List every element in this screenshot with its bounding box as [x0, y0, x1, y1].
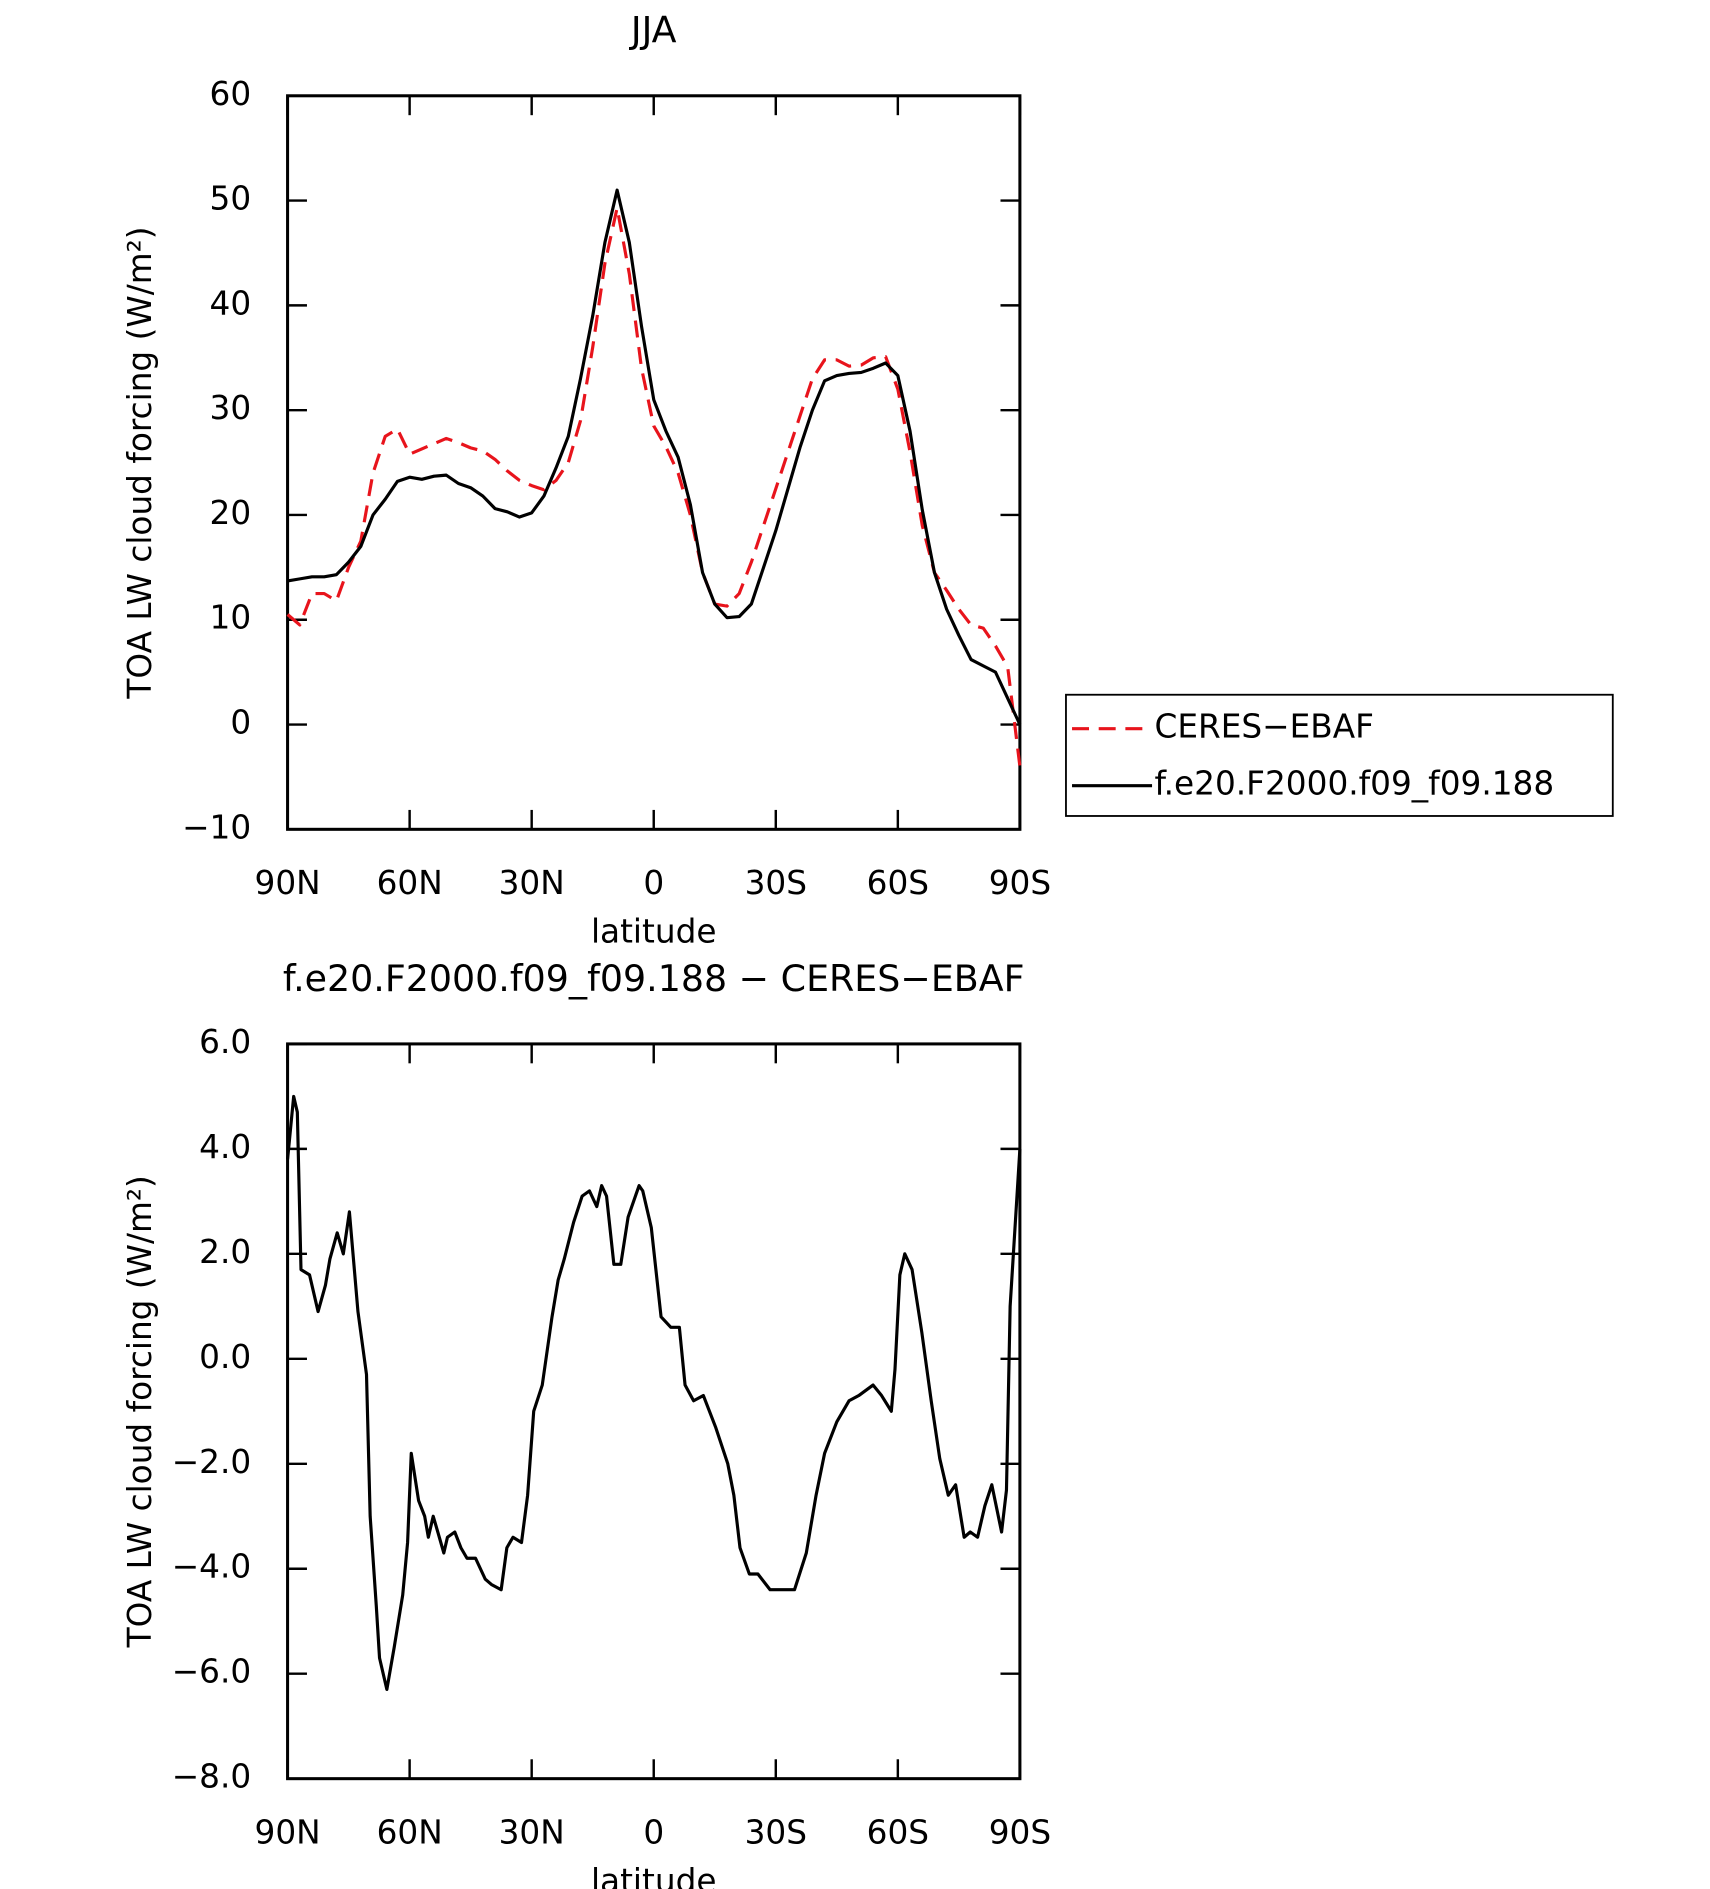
x-tick-label: 60S [867, 1813, 929, 1851]
y-axis-label: TOA LW cloud forcing (W/m²) [121, 1175, 159, 1648]
x-tick-label: 90N [255, 864, 321, 902]
y-tick-label: 2.0 [199, 1233, 251, 1271]
plot-frame [286, 1042, 1022, 1781]
legend-label: CERES−EBAF [1154, 708, 1373, 746]
x-tick-label: 60N [377, 1813, 443, 1851]
data-line [286, 1094, 1022, 1692]
x-tick-label: 30N [499, 864, 565, 902]
x-tick-label: 60N [377, 864, 443, 902]
chart-title: JJA [629, 9, 677, 52]
legend-box [1065, 693, 1614, 817]
x-axis-label: latitude [591, 913, 717, 951]
x-tick-label: 30S [745, 864, 807, 902]
y-tick-label: −8.0 [172, 1758, 251, 1796]
y-tick-label: 20 [210, 494, 252, 532]
x-tick-label: 0 [643, 864, 664, 902]
chart-title: f.e20.F2000.f09_f09.188 − CERES−EBAF [283, 957, 1025, 1000]
y-tick-label: 4.0 [199, 1128, 251, 1166]
data-line [287, 188, 1022, 726]
y-tick-label: 0 [230, 704, 251, 742]
x-tick-label: 0 [643, 1813, 664, 1851]
data-line [286, 206, 1022, 767]
y-tick-label: 0.0 [199, 1338, 251, 1376]
y-tick-label: −6.0 [172, 1653, 251, 1691]
x-tick-label: 60S [867, 864, 929, 902]
x-tick-label: 30N [499, 1813, 565, 1851]
y-tick-label: 6.0 [199, 1023, 251, 1061]
x-tick-label: 90S [989, 864, 1051, 902]
y-tick-label: −2.0 [172, 1443, 251, 1481]
x-tick-label: 90N [255, 1813, 321, 1851]
x-tick-label: 30S [745, 1813, 807, 1851]
x-axis-label: latitude [591, 1862, 717, 1889]
y-tick-label: −10 [182, 808, 251, 846]
y-tick-label: 10 [210, 599, 252, 637]
y-tick-label: 60 [210, 75, 252, 113]
plot-frame [286, 94, 1022, 831]
legend-label: f.e20.F2000.f09_f09.188 [1154, 765, 1554, 803]
y-axis-label: TOA LW cloud forcing (W/m²) [121, 227, 159, 700]
y-tick-label: 30 [210, 389, 252, 427]
x-tick-label: 90S [989, 1813, 1051, 1851]
y-tick-label: 50 [210, 180, 252, 218]
y-tick-label: 40 [210, 284, 252, 322]
y-tick-label: −4.0 [172, 1548, 251, 1586]
